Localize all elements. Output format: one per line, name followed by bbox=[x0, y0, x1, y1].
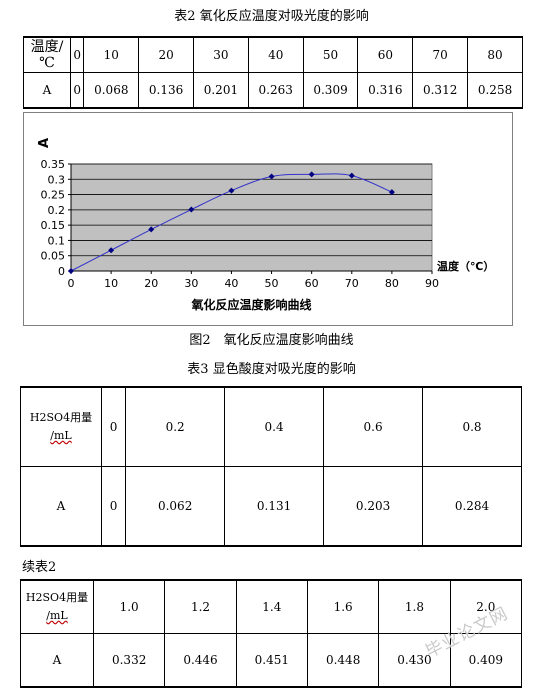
absorbance-cell: 0.448 bbox=[306, 633, 380, 688]
row-header-h2so4-label: H2SO4用量 bbox=[29, 411, 93, 424]
temp-cell: 50 bbox=[302, 36, 359, 73]
table-row: A 0 0.062 0.131 0.203 0.284 bbox=[20, 466, 522, 547]
data-point bbox=[108, 247, 115, 254]
data-point bbox=[228, 187, 235, 194]
amount-cell: 2.0 bbox=[449, 579, 523, 634]
absorbance-cell: 0.451 bbox=[235, 633, 308, 688]
data-point bbox=[348, 172, 355, 179]
x-tick-label: 70 bbox=[345, 277, 359, 290]
plot-area bbox=[70, 163, 433, 272]
y-tick-label: 0.1 bbox=[48, 234, 66, 247]
row-header-temperature: 温度/℃ bbox=[23, 36, 71, 73]
row-header-h2so4-unit: /mL bbox=[46, 609, 68, 622]
table-row: H2SO4用量 /mL 1.0 1.2 1.4 1.6 1.8 2.0 bbox=[20, 579, 523, 634]
x-tick-label: 40 bbox=[224, 277, 238, 290]
y-tick-label: 0.35 bbox=[41, 158, 66, 171]
amount-cell: 0 bbox=[100, 386, 127, 467]
y-tick-label: 0.3 bbox=[48, 173, 66, 186]
absorbance-cell: 0.203 bbox=[323, 466, 424, 547]
table-row: 温度/℃ 0 10 20 30 40 50 60 70 80 bbox=[23, 36, 523, 73]
absorbance-cell: 0.316 bbox=[357, 72, 414, 109]
temp-cell: 60 bbox=[357, 36, 414, 73]
y-tick-label: 0.25 bbox=[41, 189, 66, 202]
amount-cell: 1.6 bbox=[306, 579, 380, 634]
x-tick-label: 30 bbox=[184, 277, 198, 290]
data-point bbox=[388, 189, 395, 196]
amount-cell: 0.4 bbox=[224, 386, 325, 467]
row-header-h2so4-unit: /mL bbox=[50, 429, 72, 442]
data-point bbox=[308, 171, 315, 178]
x-tick-label: 50 bbox=[265, 277, 279, 290]
temp-cell: 10 bbox=[83, 36, 140, 73]
amount-cell: 1.2 bbox=[164, 579, 237, 634]
absorbance-cell: 0.312 bbox=[412, 72, 469, 109]
absorbance-cell: 0 bbox=[100, 466, 127, 547]
x-tick-label: 60 bbox=[305, 277, 319, 290]
table2-caption: 表2 氧化反应温度对吸光度的影响 bbox=[174, 9, 369, 24]
amount-cell: 0.2 bbox=[125, 386, 226, 467]
absorbance-cell: 0.284 bbox=[422, 466, 522, 547]
x-axis-label: 温度（℃） bbox=[437, 259, 494, 273]
absorbance-cell: 0.446 bbox=[164, 633, 237, 688]
figure2-caption: 图2 氧化反应温度影响曲线 bbox=[189, 333, 354, 348]
data-point bbox=[148, 226, 155, 233]
row-header-h2so4: H2SO4用量 /mL bbox=[20, 386, 102, 467]
absorbance-cell: 0.062 bbox=[125, 466, 226, 547]
absorbance-cell: 0 bbox=[69, 72, 85, 109]
absorbance-cell: 0.258 bbox=[467, 72, 523, 109]
temperature-chart: 0 0.05 0.1 0.15 0.2 0.25 0.3 0.35 0 10 20 30 40 50 60 7… bbox=[37, 138, 494, 312]
data-point bbox=[268, 173, 275, 180]
absorbance-cell: 0.136 bbox=[138, 72, 195, 109]
x-tick-label: 90 bbox=[425, 277, 439, 290]
amount-cell: 1.4 bbox=[235, 579, 308, 634]
absorbance-cell: 0.309 bbox=[302, 72, 359, 109]
row-header-absorbance: A bbox=[23, 72, 71, 109]
y-tick-label: 0 bbox=[58, 265, 65, 278]
absorbance-cell: 0.131 bbox=[224, 466, 325, 547]
absorbance-cell: 0.068 bbox=[83, 72, 140, 109]
x-tick-label: 10 bbox=[104, 277, 118, 290]
temp-cell: 40 bbox=[247, 36, 304, 73]
amount-cell: 1.0 bbox=[92, 579, 166, 634]
chart-title: 氧化反应温度影响曲线 bbox=[190, 297, 311, 312]
absorbance-cell: 0.409 bbox=[449, 633, 523, 688]
x-tick-label: 0 bbox=[68, 277, 75, 290]
chart-frame: 0 0.05 0.1 0.15 0.2 0.25 0.3 0.35 0 10 20 30 40 50 60 7… bbox=[23, 112, 513, 326]
data-point bbox=[188, 206, 195, 213]
temp-cell: 70 bbox=[412, 36, 469, 73]
y-tick-label: 0.2 bbox=[48, 204, 66, 217]
acidity-table: H2SO4用量 /mL 0 0.2 0.4 0.6 0.8 A 0 0.062 … bbox=[20, 386, 522, 547]
temp-cell: 80 bbox=[467, 36, 523, 73]
temp-cell: 0 bbox=[69, 36, 85, 73]
row-header-absorbance: A bbox=[20, 633, 94, 688]
row-header-h2so4: H2SO4用量 /mL bbox=[20, 579, 94, 634]
y-axis-label: A bbox=[37, 138, 52, 148]
row-header-temperature-text: 温度/℃ bbox=[30, 39, 64, 71]
continued-caption: 续表2 bbox=[22, 560, 57, 575]
x-tick-label: 80 bbox=[385, 277, 399, 290]
table-row: A 0 0.068 0.136 0.201 0.263 0.309 0.316 … bbox=[23, 72, 523, 109]
table3-caption: 表3 显色酸度对吸光度的影响 bbox=[187, 362, 356, 377]
data-point bbox=[68, 268, 74, 274]
y-tick-label: 0.15 bbox=[41, 219, 66, 232]
amount-cell: 0.8 bbox=[422, 386, 522, 467]
absorbance-cell: 0.430 bbox=[378, 633, 451, 688]
temperature-table: 温度/℃ 0 10 20 30 40 50 60 70 80 A 0 0.068… bbox=[23, 36, 523, 109]
amount-cell: 1.8 bbox=[378, 579, 451, 634]
acidity-table-continued: H2SO4用量 /mL 1.0 1.2 1.4 1.6 1.8 2.0 A 0.… bbox=[20, 579, 523, 688]
row-header-absorbance: A bbox=[20, 466, 102, 547]
row-header-h2so4-label: H2SO4用量 bbox=[25, 591, 89, 604]
temp-cell: 30 bbox=[193, 36, 249, 73]
amount-cell: 0.6 bbox=[323, 386, 424, 467]
table-row: H2SO4用量 /mL 0 0.2 0.4 0.6 0.8 bbox=[20, 386, 522, 467]
x-tick-label: 20 bbox=[144, 277, 158, 290]
y-tick-label: 0.05 bbox=[41, 250, 66, 263]
absorbance-cell: 0.201 bbox=[193, 72, 249, 109]
table-row: A 0.332 0.446 0.451 0.448 0.430 0.409 bbox=[20, 633, 523, 688]
temp-cell: 20 bbox=[138, 36, 195, 73]
absorbance-cell: 0.263 bbox=[247, 72, 304, 109]
absorbance-cell: 0.332 bbox=[92, 633, 166, 688]
